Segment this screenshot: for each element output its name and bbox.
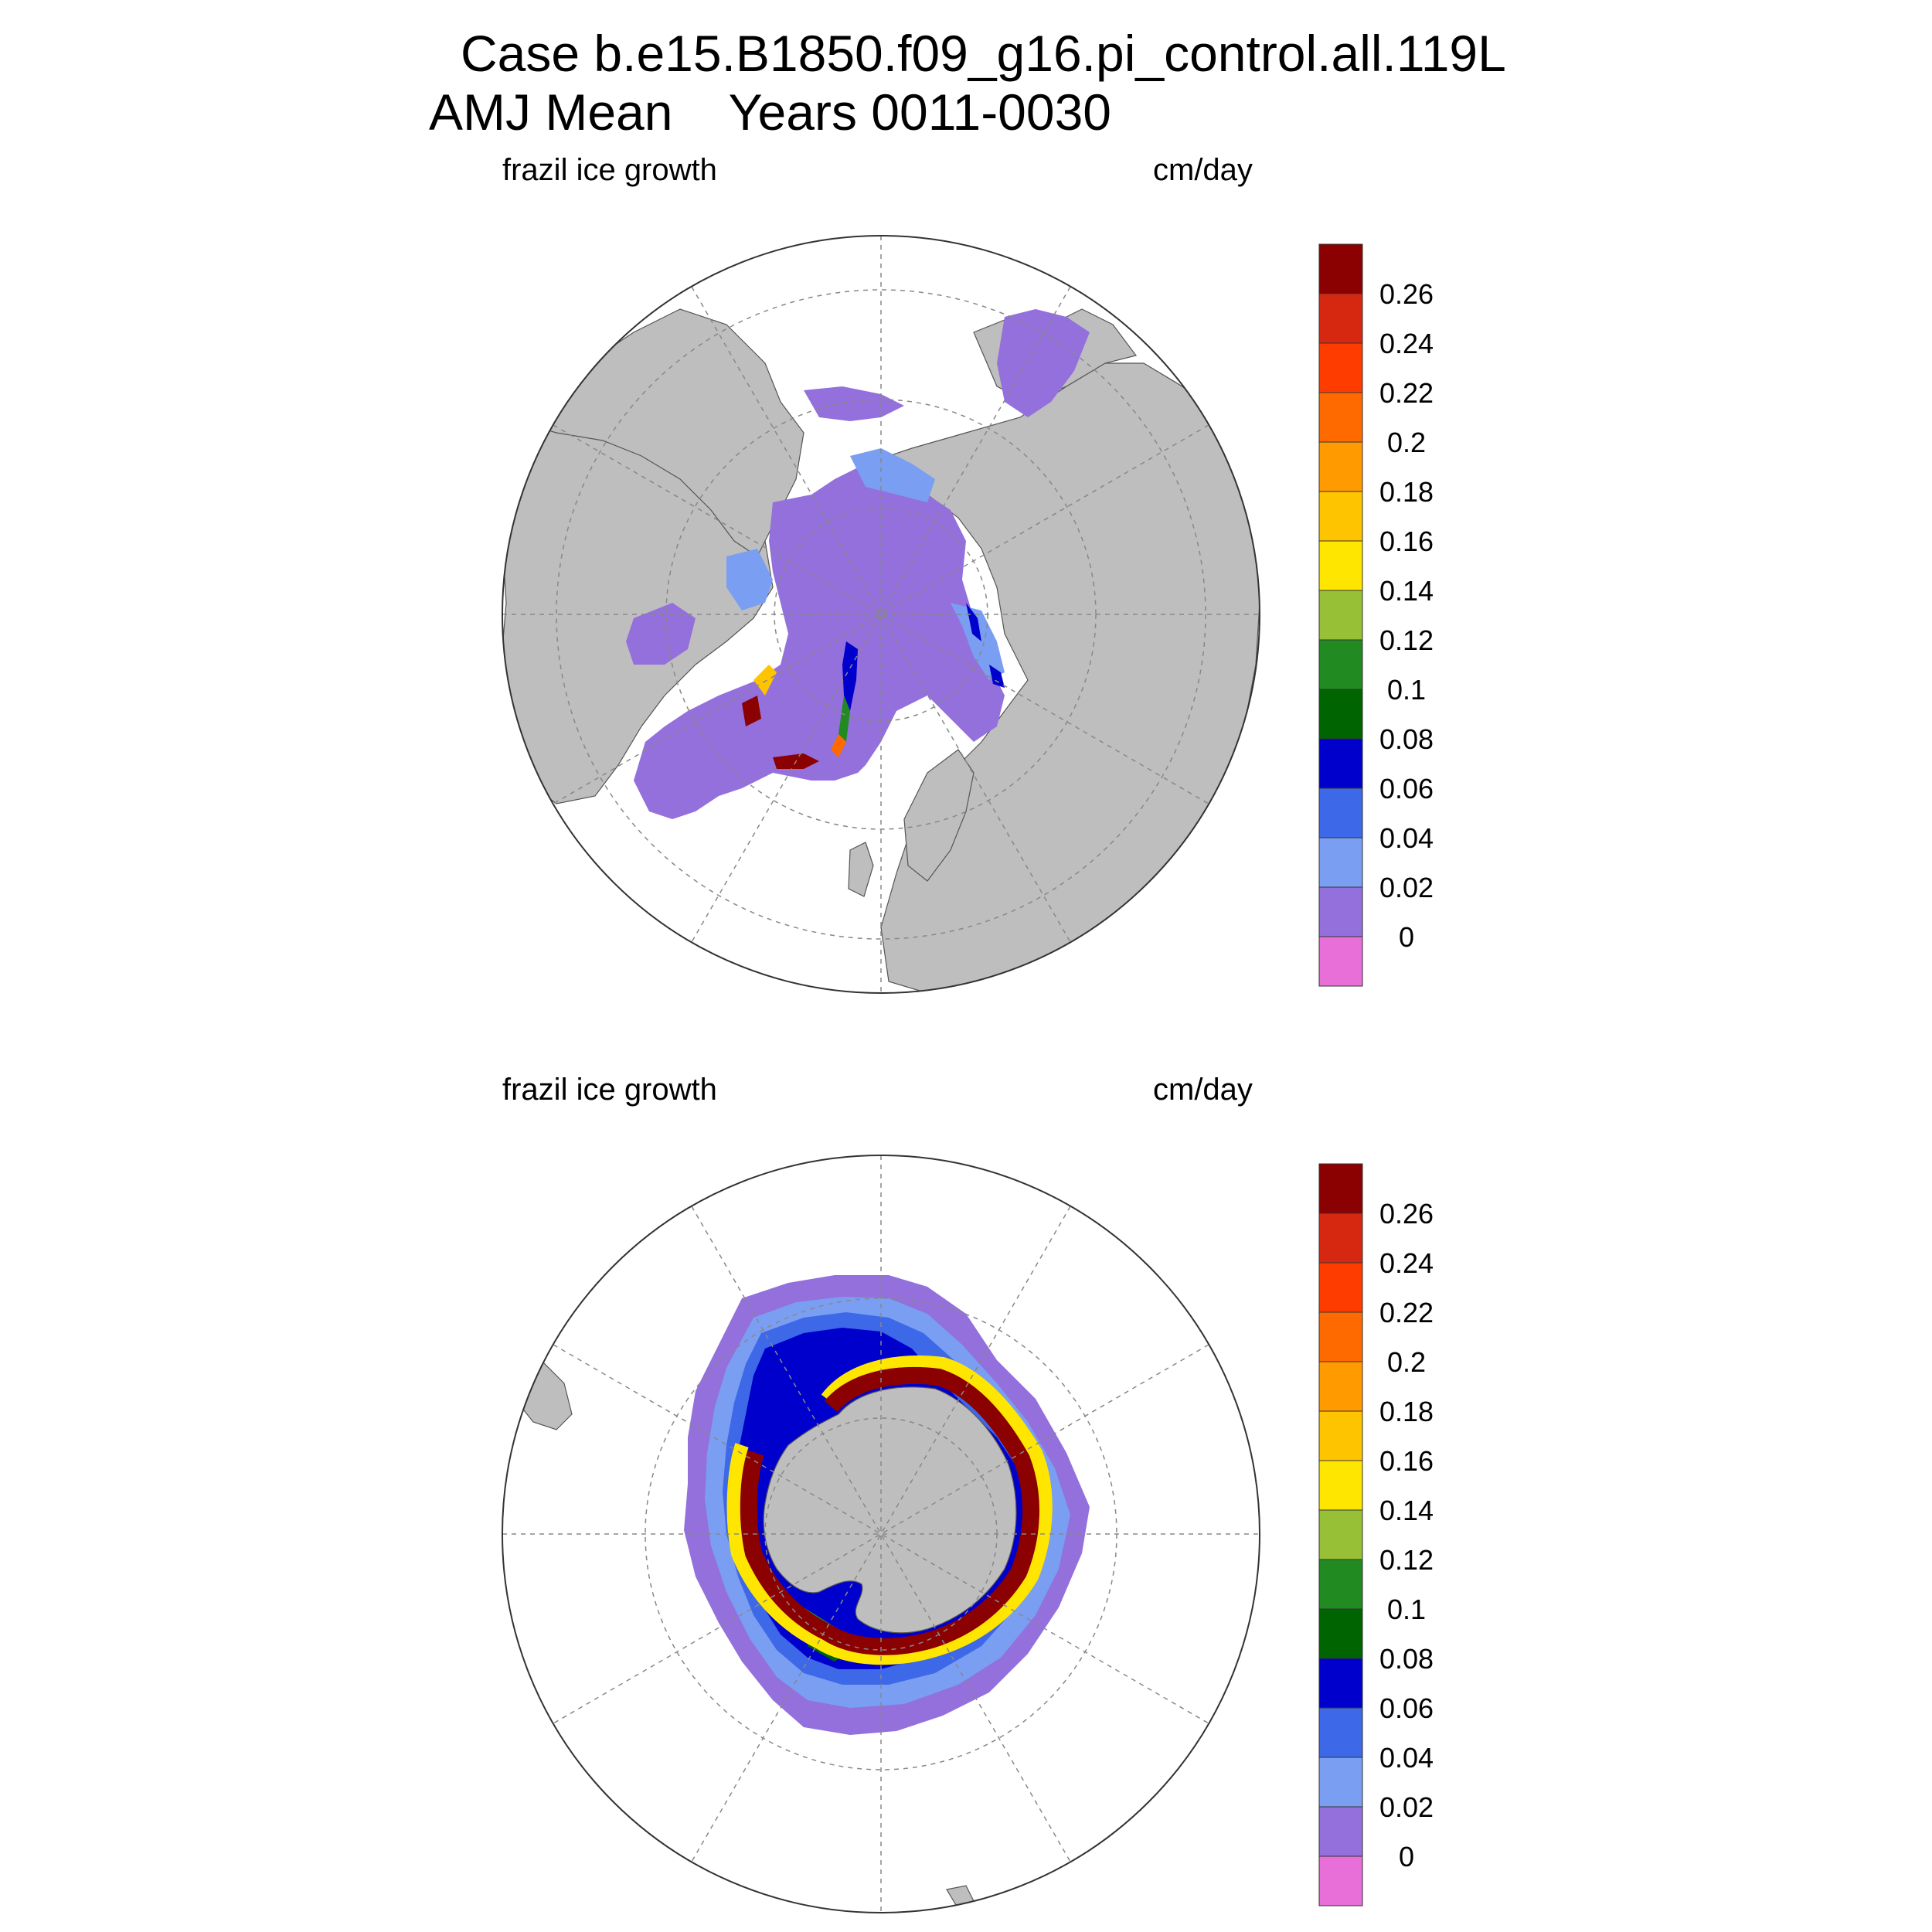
colorbar-south-swatch xyxy=(1318,1213,1363,1264)
colorbar-south-tick-label: 0.22 xyxy=(1379,1297,1434,1328)
title-line-2: AMJ Mean Years 0011-0030 xyxy=(429,83,1111,141)
south-map-border xyxy=(502,1155,1260,1913)
colorbar-north-swatch xyxy=(1318,738,1363,789)
colorbar-south-tick-label: 0.18 xyxy=(1379,1396,1434,1427)
colorbar-north-tick-label: 0.08 xyxy=(1379,723,1434,755)
colorbar-south-swatch xyxy=(1318,1509,1363,1560)
colorbar-north-tick-label: 0.16 xyxy=(1379,526,1434,557)
panel-south-left-label: frazil ice growth xyxy=(502,1073,717,1107)
south-polar-map xyxy=(502,1155,1260,1913)
colorbar-south-swatch xyxy=(1318,1707,1363,1758)
panel-north: frazil ice growth cm/day xyxy=(502,153,1260,994)
south-graticule xyxy=(502,1155,1260,1913)
colorbar-north-tick-label: 0.2 xyxy=(1387,427,1426,458)
colorbar-south-swatch xyxy=(1318,1608,1363,1659)
panel-north-right-label: cm/day xyxy=(1153,153,1253,187)
colorbar-north-swatch xyxy=(1318,441,1363,492)
colorbar-north-swatch xyxy=(1318,491,1363,542)
colorbar-north-swatch xyxy=(1318,293,1363,344)
colorbar-north-swatch xyxy=(1318,540,1363,591)
colorbar-south-tick-label: 0.12 xyxy=(1379,1544,1434,1576)
panel-north-left-label: frazil ice growth xyxy=(502,153,717,187)
north-frazil-field xyxy=(626,309,1090,819)
colorbar-south-tick-label: 0.1 xyxy=(1387,1594,1426,1625)
colorbar-north-tick-label: 0.04 xyxy=(1379,822,1434,854)
colorbar-south-tick-label: 0.08 xyxy=(1379,1643,1434,1675)
colorbar-north-swatch xyxy=(1318,392,1363,443)
colorbar-south-swatch xyxy=(1318,1262,1363,1313)
north-polar-map xyxy=(502,236,1260,993)
colorbar-north-tick-label: 0.24 xyxy=(1379,328,1434,359)
colorbar-south-tick-label: 0.14 xyxy=(1379,1495,1434,1526)
colorbar-south-tick-label: 0.26 xyxy=(1379,1198,1434,1230)
colorbar-north-tick-label: 0.18 xyxy=(1379,476,1434,508)
colorbar-south-swatch xyxy=(1318,1806,1363,1857)
colorbar-north-swatch xyxy=(1318,689,1363,740)
colorbar-north-tick-label: 0.26 xyxy=(1379,278,1434,310)
colorbar-south-swatch xyxy=(1318,1410,1363,1461)
panel-south: frazil ice growth cm/day xyxy=(502,1073,1260,1913)
antarctica xyxy=(763,1386,1017,1634)
colorbar-north-swatch xyxy=(1318,936,1363,987)
colorbar-north-swatch xyxy=(1318,787,1363,838)
colorbar-north: 0.26 0.24 0.22 0.2 0.18 0.16 0.14 0.12 0.1 0.08 0.… xyxy=(1318,243,1434,987)
colorbar-north-swatch xyxy=(1318,837,1363,888)
north-graticule xyxy=(502,236,1260,993)
panel-south-right-label: cm/day xyxy=(1153,1073,1253,1107)
colorbar-north-tick-label: 0.12 xyxy=(1379,624,1434,656)
title-line-1: Case b.e15.B1850.f09_g16.pi_control.all.… xyxy=(461,25,1506,82)
colorbar-south-swatch xyxy=(1318,1163,1363,1214)
colorbar-south-swatch xyxy=(1318,1658,1363,1709)
colorbar-north-tick-label: 0.14 xyxy=(1379,575,1434,607)
colorbar-north-tick-label: 0.1 xyxy=(1387,674,1426,706)
colorbar-north-swatch xyxy=(1318,639,1363,690)
colorbar-north-swatch xyxy=(1318,886,1363,937)
colorbar-north-swatch xyxy=(1318,590,1363,641)
colorbar-south-tick-label: 0.2 xyxy=(1387,1346,1426,1378)
colorbar-north-tick-label: 0 xyxy=(1399,921,1414,953)
colorbar-south-swatch xyxy=(1318,1361,1363,1412)
colorbar-south-swatch xyxy=(1318,1311,1363,1362)
colorbar-south-tick-label: 0.04 xyxy=(1379,1742,1434,1774)
colorbar-south-tick-label: 0.16 xyxy=(1379,1445,1434,1477)
colorbar-south-swatch xyxy=(1318,1559,1363,1610)
colorbar-south-swatch xyxy=(1318,1460,1363,1511)
colorbar-south-tick-label: 0.06 xyxy=(1379,1692,1434,1724)
colorbar-south-tick-label: 0.24 xyxy=(1379,1247,1434,1279)
colorbar-south-swatch xyxy=(1318,1855,1363,1906)
colorbar-south-tick-label: 0 xyxy=(1399,1841,1414,1872)
colorbar-south: 0.26 0.24 0.22 0.2 0.18 0.16 0.14 0.12 0.1 0.08 0.… xyxy=(1318,1163,1434,1906)
colorbar-south-tick-label: 0.02 xyxy=(1379,1791,1434,1823)
colorbar-north-swatch xyxy=(1318,243,1363,294)
colorbar-north-tick-label: 0.22 xyxy=(1379,377,1434,409)
colorbar-north-tick-label: 0.02 xyxy=(1379,872,1434,903)
colorbar-north-tick-label: 0.06 xyxy=(1379,773,1434,804)
colorbar-south-swatch xyxy=(1318,1757,1363,1808)
colorbar-north-swatch xyxy=(1318,342,1363,393)
north-map-border xyxy=(502,235,1260,994)
